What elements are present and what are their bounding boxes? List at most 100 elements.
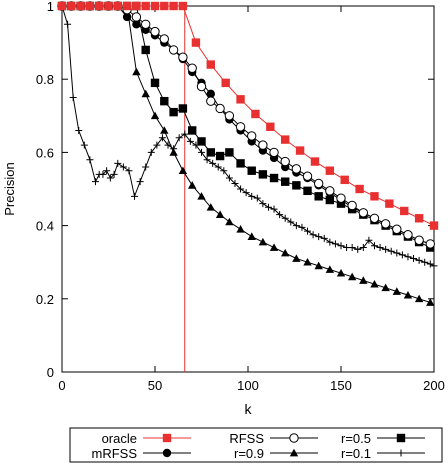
data-point-rfss — [247, 131, 257, 141]
y-axis-label: Precision — [2, 162, 17, 215]
data-point-r-0-9 — [359, 276, 368, 284]
data-point-r-0-9 — [370, 279, 379, 288]
data-point-rfss — [196, 81, 207, 92]
data-point-oracle — [295, 146, 305, 155]
data-point-r-0-1 — [198, 148, 205, 156]
data-point-rfss — [291, 164, 302, 174]
data-point-r-0-5 — [215, 151, 225, 161]
data-point-r-0-1 — [415, 256, 423, 264]
data-point-mrfss — [132, 20, 141, 29]
x-axis-label: k — [245, 401, 253, 417]
data-point-r-0-9 — [141, 89, 150, 98]
data-point-r-0-9 — [392, 287, 401, 295]
data-point-oracle — [132, 1, 141, 11]
data-point-r-0-1 — [75, 126, 83, 134]
legend-marker — [162, 448, 172, 458]
data-point-r-0-1 — [259, 200, 267, 208]
data-point-r-0-9 — [236, 225, 245, 233]
data-point-r-0-1 — [99, 170, 107, 178]
legend-marker — [289, 448, 299, 457]
legend-label: r=0.1 — [341, 446, 371, 461]
data-point-r-0-1 — [125, 167, 133, 175]
data-point-r-0-1 — [80, 141, 88, 149]
data-point-r-0-1 — [320, 234, 328, 242]
data-point-r-0-1 — [359, 244, 367, 252]
data-point-oracle — [370, 192, 379, 201]
data-point-rfss — [425, 239, 435, 249]
data-point-rfss — [159, 34, 170, 44]
data-point-r-0-9 — [132, 67, 141, 76]
data-point-r-0-1 — [91, 178, 99, 186]
data-point-r-0-9 — [414, 294, 424, 303]
legend-box — [69, 427, 443, 463]
data-point-rfss — [141, 19, 151, 29]
data-point-oracle — [160, 1, 169, 11]
y-tick-label: 0.2 — [36, 292, 54, 307]
series-line-r-0-9 — [62, 5, 431, 303]
data-point-r-0-1 — [253, 194, 261, 202]
data-point-r-0-1 — [276, 211, 284, 219]
data-point-r-0-1 — [426, 260, 434, 268]
data-point-r-0-1 — [387, 247, 395, 255]
legend-label: mRFSS — [92, 446, 138, 461]
data-point-r-0-5 — [150, 78, 160, 88]
data-point-r-0-1 — [153, 141, 161, 149]
data-point-r-0-1 — [214, 163, 222, 171]
data-point-rfss — [358, 208, 369, 218]
data-point-r-0-5 — [325, 195, 335, 205]
x-tick-label: 50 — [148, 378, 162, 393]
series-r-0-1 — [58, 2, 438, 270]
series-line-rfss — [62, 5, 431, 245]
data-point-rfss — [235, 122, 246, 132]
data-point-r-0-1 — [292, 222, 300, 230]
data-point-rfss — [215, 103, 225, 114]
data-point-r-0-1 — [298, 223, 306, 231]
data-point-r-0-1 — [382, 245, 390, 253]
data-point-r-0-1 — [203, 156, 211, 164]
legend-label: r=0.9 — [234, 446, 264, 461]
series-group — [57, 1, 439, 372]
series-line-mrfss — [62, 5, 431, 245]
series-oracle — [57, 1, 439, 230]
data-point-r-0-9 — [206, 203, 215, 211]
data-point-r-0-1 — [110, 170, 118, 178]
legend-label: oracle — [102, 431, 137, 446]
data-point-r-0-9 — [169, 148, 178, 156]
series-r-0-5 — [57, 1, 435, 252]
data-point-oracle — [57, 1, 67, 11]
data-point-r-0-1 — [181, 130, 189, 138]
data-point-r-0-1 — [315, 233, 323, 241]
data-point-oracle — [85, 1, 95, 11]
data-point-oracle — [95, 1, 104, 11]
data-point-r-0-9 — [426, 298, 435, 306]
data-point-r-0-1 — [287, 218, 295, 226]
data-point-r-0-9 — [197, 192, 206, 200]
data-point-oracle — [385, 199, 394, 208]
data-point-r-0-9 — [150, 111, 160, 120]
data-point-mrfss — [206, 89, 215, 99]
data-point-rfss — [380, 219, 391, 229]
data-point-r-0-1 — [430, 262, 438, 270]
data-point-oracle — [221, 78, 230, 88]
data-point-oracle — [150, 1, 160, 11]
data-point-r-0-1 — [410, 255, 418, 263]
data-point-rfss — [313, 178, 324, 189]
data-point-r-0-1 — [376, 244, 384, 252]
data-point-oracle — [325, 166, 335, 175]
data-point-rfss — [178, 52, 188, 62]
data-point-rfss — [206, 96, 216, 106]
x-tick-label: 150 — [330, 378, 352, 393]
data-point-r-0-1 — [264, 203, 272, 211]
data-point-oracle — [251, 109, 260, 119]
data-point-rfss — [325, 186, 335, 196]
series-line-r-0-1 — [61, 5, 435, 267]
data-point-r-0-1 — [242, 189, 250, 197]
data-point-rfss — [347, 200, 357, 211]
data-point-r-0-1 — [326, 238, 334, 246]
data-point-r-0-9 — [258, 237, 268, 246]
data-point-rfss — [280, 156, 290, 167]
data-point-r-0-1 — [331, 240, 339, 248]
x-tick-label: 100 — [237, 378, 259, 393]
y-tick-label: 0.8 — [36, 72, 54, 87]
